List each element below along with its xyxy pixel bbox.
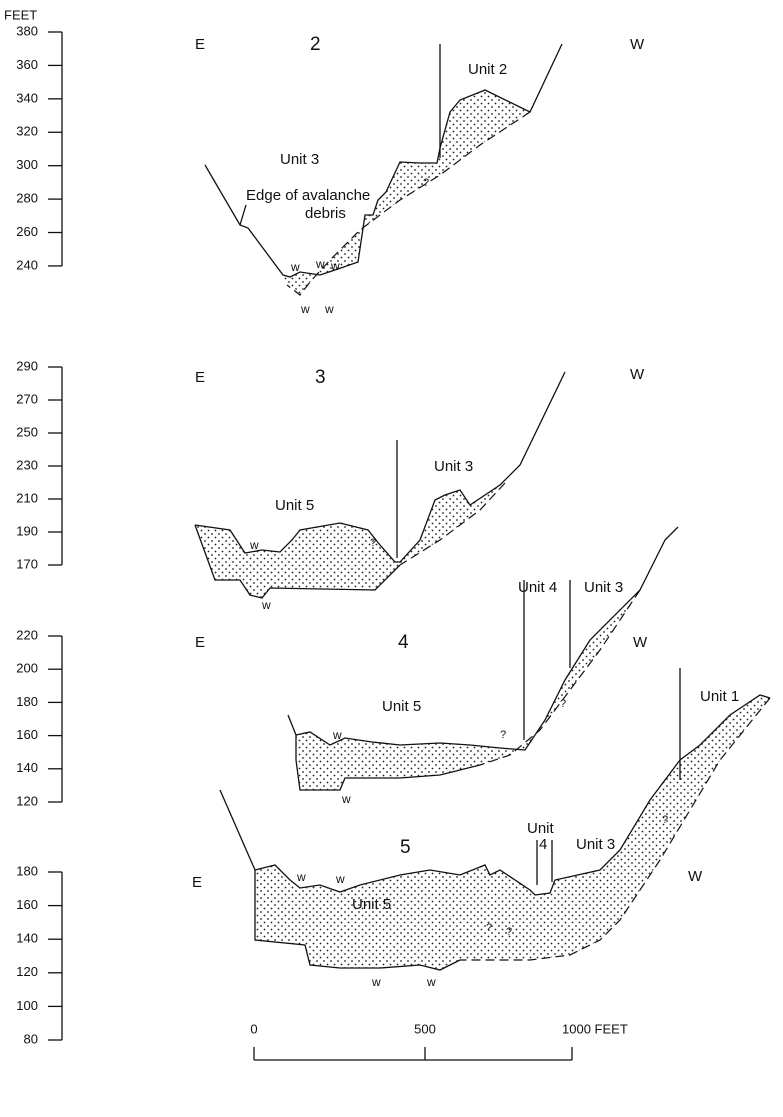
scale-label: 500 <box>414 1021 436 1036</box>
query: ? <box>500 729 506 741</box>
w-mark: w <box>300 302 310 316</box>
scale-bar: 0 500 1000 FEET <box>250 1021 627 1060</box>
y-tick-label: 180 <box>16 694 38 709</box>
y-tick-label: 300 <box>16 157 38 172</box>
w-mark: w <box>296 870 306 884</box>
west: W <box>630 366 645 383</box>
query: ? <box>486 922 492 934</box>
w-mark: w <box>332 728 342 742</box>
unit-label: Unit 5 <box>382 698 421 715</box>
query: ? <box>506 926 512 938</box>
unit-label: Unit 3 <box>584 579 623 596</box>
w-mark: w <box>426 975 436 989</box>
cross-section-figure: FEET E 2 W Unit 2 Unit 3 Edge of avalanc… <box>0 0 783 1117</box>
leader <box>240 205 246 225</box>
unit-label: 4 <box>539 836 547 853</box>
y-tick-label: 170 <box>16 556 38 571</box>
y-tick-label: 140 <box>16 760 38 775</box>
y-tick-label: 320 <box>16 124 38 139</box>
scale-label: 0 <box>250 1021 257 1036</box>
unit-label: Unit 5 <box>352 896 391 913</box>
east: E <box>195 36 205 53</box>
w-mark: w <box>249 538 259 552</box>
section-number: 5 <box>400 837 411 858</box>
y-tick-label: 250 <box>16 424 38 439</box>
deposit <box>195 483 505 598</box>
y-tick-label: 80 <box>24 1031 38 1046</box>
query: ? <box>423 177 429 189</box>
unit-label: Unit 2 <box>468 61 507 78</box>
east: E <box>195 634 205 651</box>
w-mark: w <box>371 975 381 989</box>
w-mark: w <box>330 259 340 273</box>
w-mark: w <box>261 598 271 612</box>
y-tick-label: 160 <box>16 727 38 742</box>
query: ? <box>662 814 668 826</box>
section-5: E 5 W Unit 4 Unit 3 Unit 1 Unit 5 w w w … <box>192 668 770 989</box>
y-tick-label: 270 <box>16 391 38 406</box>
east: E <box>192 874 202 891</box>
section-number: 4 <box>398 632 409 653</box>
west: W <box>633 634 648 651</box>
y-tick-label: 160 <box>16 897 38 912</box>
y-tick-label: 140 <box>16 931 38 946</box>
unit-label: Unit 3 <box>576 836 615 853</box>
w-mark: w <box>335 872 345 886</box>
unit-label: Unit <box>527 820 555 837</box>
unit-label: Unit 4 <box>518 579 557 596</box>
west: W <box>630 36 645 53</box>
y-tick-label: 340 <box>16 90 38 105</box>
w-mark: w <box>341 792 351 806</box>
unit-label: Unit 3 <box>280 151 319 168</box>
y-tick-label: 360 <box>16 57 38 72</box>
east: E <box>195 369 205 386</box>
axis-unit: FEET <box>4 7 37 22</box>
unit-label: Unit 5 <box>275 497 314 514</box>
y-tick-label: 380 <box>16 23 38 38</box>
y-tick-label: 120 <box>16 793 38 808</box>
query: ? <box>560 698 566 710</box>
surface <box>205 44 562 277</box>
w-mark: w <box>324 302 334 316</box>
y-tick-label: 220 <box>16 627 38 642</box>
deposit <box>296 590 640 790</box>
y-tick-label: 290 <box>16 358 38 373</box>
unit-label: Unit 1 <box>700 688 739 705</box>
note: debris <box>305 205 346 222</box>
surface <box>195 372 565 562</box>
y-tick-label: 240 <box>16 257 38 272</box>
y-tick-label: 120 <box>16 964 38 979</box>
section-number: 2 <box>310 34 321 55</box>
y-tick-label: 210 <box>16 490 38 505</box>
unit-label: Unit 3 <box>434 458 473 475</box>
y-tick-label: 200 <box>16 661 38 676</box>
y-tick-label: 190 <box>16 523 38 538</box>
scale-label: 1000 FEET <box>562 1021 628 1036</box>
y-tick-label: 280 <box>16 191 38 206</box>
y-tick-label: 260 <box>16 224 38 239</box>
note: Edge of avalanche <box>246 187 370 204</box>
w-mark: w <box>290 260 300 274</box>
section-number: 3 <box>315 367 326 388</box>
y-tick-label: 180 <box>16 863 38 878</box>
section-2: E 2 W Unit 2 Unit 3 Edge of avalanche de… <box>195 34 645 316</box>
west: W <box>688 868 703 885</box>
y-tick-label: 230 <box>16 457 38 472</box>
y-tick-label: 100 <box>16 998 38 1013</box>
query: ? <box>370 537 376 549</box>
section-3: E 3 W Unit 3 Unit 5 w w ? <box>195 366 645 612</box>
w-mark: w <box>315 257 325 271</box>
